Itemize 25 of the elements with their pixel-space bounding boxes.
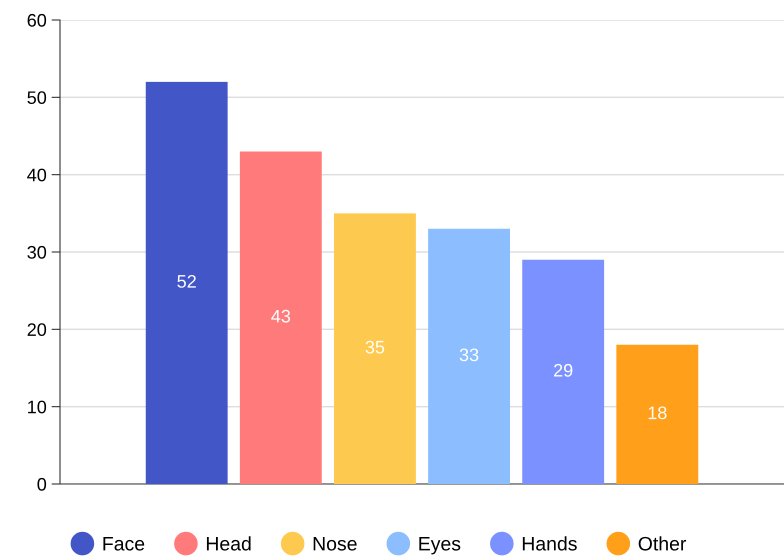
bar bbox=[240, 151, 322, 484]
data-label: 33 bbox=[460, 348, 478, 362]
y-tick-label: 0 bbox=[37, 478, 46, 491]
data-label: 52 bbox=[177, 274, 196, 288]
y-tick-label: 20 bbox=[28, 323, 46, 336]
data-label: 29 bbox=[554, 364, 572, 377]
bar bbox=[146, 82, 228, 484]
data-label: 43 bbox=[271, 310, 290, 323]
data-label: 35 bbox=[366, 340, 384, 354]
legend-label: Other bbox=[638, 536, 686, 551]
bar bbox=[428, 228, 510, 484]
y-tick-label: 60 bbox=[28, 14, 46, 27]
legend-label: Eyes bbox=[419, 537, 460, 554]
y-tick-label: 10 bbox=[28, 400, 46, 414]
y-tick-label: 40 bbox=[27, 168, 46, 182]
legend-label: Nose bbox=[314, 537, 357, 551]
bar bbox=[334, 213, 416, 484]
bar bbox=[522, 260, 604, 484]
legend-label: Head bbox=[206, 536, 251, 551]
y-tick-label: 50 bbox=[27, 91, 46, 104]
data-label: 18 bbox=[648, 406, 667, 420]
legend-label: Face bbox=[103, 537, 144, 551]
legend-label: Hands bbox=[522, 536, 577, 551]
bar bbox=[616, 344, 698, 484]
y-tick-label: 30 bbox=[27, 246, 46, 259]
